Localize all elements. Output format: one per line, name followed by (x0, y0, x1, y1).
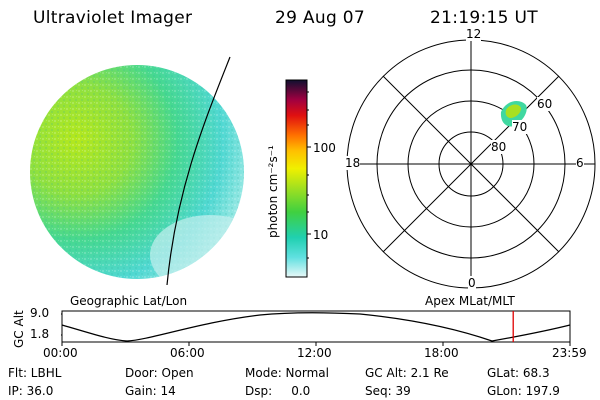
colorbar (285, 79, 311, 278)
apex-caption: Apex MLat/MLT (425, 294, 515, 308)
colorbar-tick-10: 10 (313, 228, 329, 242)
info-seq: Seq: 39 (365, 384, 411, 398)
geographic-caption: Geographic Lat/Lon (70, 294, 188, 308)
info-mode: Mode: Normal (245, 366, 329, 380)
altitude-plot (61, 310, 571, 346)
info-glat: GLat: 68.3 (487, 366, 550, 380)
mlt-label-12: 12 (466, 27, 482, 41)
alt-xtick-1200: 12:00 (297, 346, 332, 360)
uv-image-disk (30, 65, 244, 279)
colorbar-tick-100: 100 (313, 141, 336, 155)
alt-ylabel: GC Alt (12, 310, 26, 348)
info-ip: IP: 36.0 (8, 384, 54, 398)
instrument-title: Ultraviolet Imager (33, 8, 193, 28)
polar-plot (346, 39, 596, 289)
info-door: Door: Open (125, 366, 194, 380)
lat-label-80: 80 (491, 140, 507, 154)
colorbar-label: photon cm⁻²s⁻¹ (266, 145, 280, 238)
info-flt: Flt: LBHL (8, 366, 62, 380)
alt-xtick-2359: 23:59 (552, 346, 587, 360)
mlt-label-18: 18 (345, 156, 361, 170)
mlt-label-0: 0 (468, 276, 476, 290)
terminator-line (166, 56, 231, 286)
alt-ytick-1-8: 1.8 (30, 327, 50, 341)
alt-xtick-0600: 06:00 (170, 346, 205, 360)
lat-label-60: 60 (537, 97, 553, 111)
lat-label-70: 70 (512, 120, 528, 134)
info-dsp: Dsp: 0.0 (245, 384, 311, 398)
info-glon: GLon: 197.9 (487, 384, 560, 398)
alt-ytick-9: 9.0 (30, 306, 50, 320)
time-label: 21:19:15 UT (430, 8, 538, 28)
info-gcalt: GC Alt: 2.1 Re (365, 366, 449, 380)
info-gain: Gain: 14 (125, 384, 176, 398)
alt-xtick-1800: 18:00 (424, 346, 459, 360)
date-label: 29 Aug 07 (275, 8, 365, 28)
mlt-label-6: 6 (576, 156, 584, 170)
alt-xtick-0000: 00:00 (43, 346, 78, 360)
